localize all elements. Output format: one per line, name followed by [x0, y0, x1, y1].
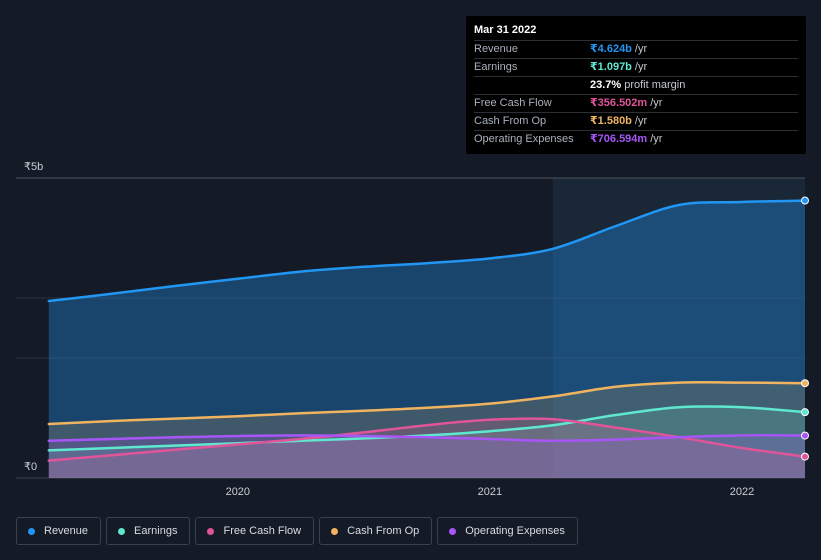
area-operating-expenses	[48, 435, 806, 478]
tooltip-value: ₹4.624b	[590, 43, 632, 55]
area-revenue	[48, 200, 806, 478]
line-operating-expenses	[47, 434, 807, 443]
area-cash-from-op	[48, 382, 806, 478]
tooltip-unit: profit margin	[624, 79, 686, 91]
line-revenue	[47, 199, 807, 303]
legend-dot-icon	[28, 527, 35, 535]
tooltip-row-earnings: Earnings ₹1.097b /yr	[474, 58, 798, 76]
tooltip-row-profit-margin: 23.7% profit margin	[474, 76, 798, 94]
area-free-cash-flow	[48, 418, 806, 478]
tooltip-label: Revenue	[474, 43, 519, 55]
tooltip-label: Earnings	[474, 61, 518, 73]
legend-dot-icon	[331, 527, 339, 535]
endpoint-free-cash-flow	[801, 452, 809, 461]
endpoint-revenue	[801, 196, 809, 205]
y-tick-label-zero: ₹0	[24, 461, 38, 473]
x-tick-label-2021: 2021	[477, 486, 503, 498]
legend-label: Earnings	[134, 525, 178, 537]
tooltip-value: ₹1.580b	[590, 115, 632, 127]
x-tick-label-2020: 2020	[225, 486, 251, 498]
tooltip-unit: /yr	[650, 133, 663, 145]
area-earnings	[48, 406, 806, 478]
tooltip-unit: /yr	[634, 115, 648, 127]
legend: Revenue Earnings Free Cash Flow Cash Fro…	[16, 517, 578, 545]
legend-label: Operating Expenses	[465, 525, 565, 537]
tooltip-row-free-cash-flow: Free Cash Flow ₹356.502m /yr	[474, 94, 798, 112]
line-earnings	[47, 405, 807, 452]
legend-item-earnings[interactable]: Earnings	[106, 517, 191, 545]
legend-label: Free Cash Flow	[223, 525, 302, 537]
endpoint-cash-from-op	[801, 379, 809, 388]
legend-item-cash-from-op[interactable]: Cash From Op	[319, 517, 433, 545]
endpoint-operating-expenses	[801, 431, 809, 440]
tooltip-date: Mar 31 2022	[474, 24, 537, 36]
y-tick-label-top: ₹5b	[24, 161, 44, 173]
tooltip-value: ₹706.594m	[590, 133, 648, 145]
tooltip-row-revenue: Revenue ₹4.624b /yr	[474, 40, 798, 58]
tooltip-label: Operating Expenses	[474, 133, 574, 145]
x-tick-label-2022: 2022	[729, 486, 755, 498]
legend-dot-icon	[118, 527, 126, 535]
tooltip-label: Free Cash Flow	[474, 97, 552, 109]
tooltip-row-operating-expenses: Operating Expenses ₹706.594m /yr	[474, 130, 798, 148]
endpoint-earnings	[801, 408, 809, 417]
tooltip-panel: Mar 31 2022 Revenue ₹4.624b /yr Earnings…	[466, 16, 806, 154]
legend-dot-icon	[207, 527, 215, 535]
legend-label: Cash From Op	[347, 525, 420, 537]
tooltip-value: 23.7%	[590, 79, 622, 91]
highlight-region	[552, 178, 805, 478]
legend-item-revenue[interactable]: Revenue	[16, 517, 102, 545]
tooltip-value: ₹356.502m	[590, 97, 648, 109]
tooltip-unit: /yr	[634, 61, 648, 73]
tooltip-unit: /yr	[650, 97, 663, 109]
tooltip-value: ₹1.097b	[590, 61, 632, 73]
legend-item-free-cash-flow[interactable]: Free Cash Flow	[195, 517, 315, 545]
tooltip-label: Cash From Op	[474, 115, 547, 127]
legend-item-operating-expenses[interactable]: Operating Expenses	[437, 517, 578, 545]
line-cash-from-op	[47, 381, 807, 426]
legend-label: Revenue	[44, 525, 89, 537]
tooltip-unit: /yr	[634, 43, 648, 55]
tooltip-label	[474, 77, 590, 94]
tooltip-row-cash-from-op: Cash From Op ₹1.580b /yr	[474, 112, 798, 130]
legend-dot-icon	[449, 527, 457, 535]
